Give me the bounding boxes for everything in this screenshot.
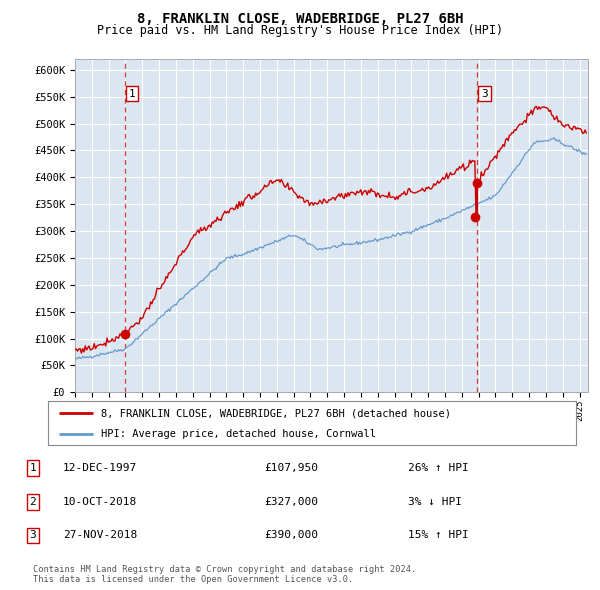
Text: 3: 3 xyxy=(29,530,37,540)
Text: 12-DEC-1997: 12-DEC-1997 xyxy=(63,463,137,473)
Text: 3% ↓ HPI: 3% ↓ HPI xyxy=(408,497,462,507)
Text: £390,000: £390,000 xyxy=(264,530,318,540)
Text: 27-NOV-2018: 27-NOV-2018 xyxy=(63,530,137,540)
Text: 8, FRANKLIN CLOSE, WADEBRIDGE, PL27 6BH: 8, FRANKLIN CLOSE, WADEBRIDGE, PL27 6BH xyxy=(137,12,463,26)
Text: £107,950: £107,950 xyxy=(264,463,318,473)
Text: 2: 2 xyxy=(29,497,37,507)
Text: Contains HM Land Registry data © Crown copyright and database right 2024.
This d: Contains HM Land Registry data © Crown c… xyxy=(33,565,416,584)
Text: HPI: Average price, detached house, Cornwall: HPI: Average price, detached house, Corn… xyxy=(101,428,376,438)
Text: 10-OCT-2018: 10-OCT-2018 xyxy=(63,497,137,507)
Text: 1: 1 xyxy=(29,463,37,473)
Text: 8, FRANKLIN CLOSE, WADEBRIDGE, PL27 6BH (detached house): 8, FRANKLIN CLOSE, WADEBRIDGE, PL27 6BH … xyxy=(101,408,451,418)
Text: 1: 1 xyxy=(129,88,136,99)
Text: £327,000: £327,000 xyxy=(264,497,318,507)
Text: 3: 3 xyxy=(481,88,488,99)
Text: 15% ↑ HPI: 15% ↑ HPI xyxy=(408,530,469,540)
Text: 26% ↑ HPI: 26% ↑ HPI xyxy=(408,463,469,473)
Text: Price paid vs. HM Land Registry's House Price Index (HPI): Price paid vs. HM Land Registry's House … xyxy=(97,24,503,37)
